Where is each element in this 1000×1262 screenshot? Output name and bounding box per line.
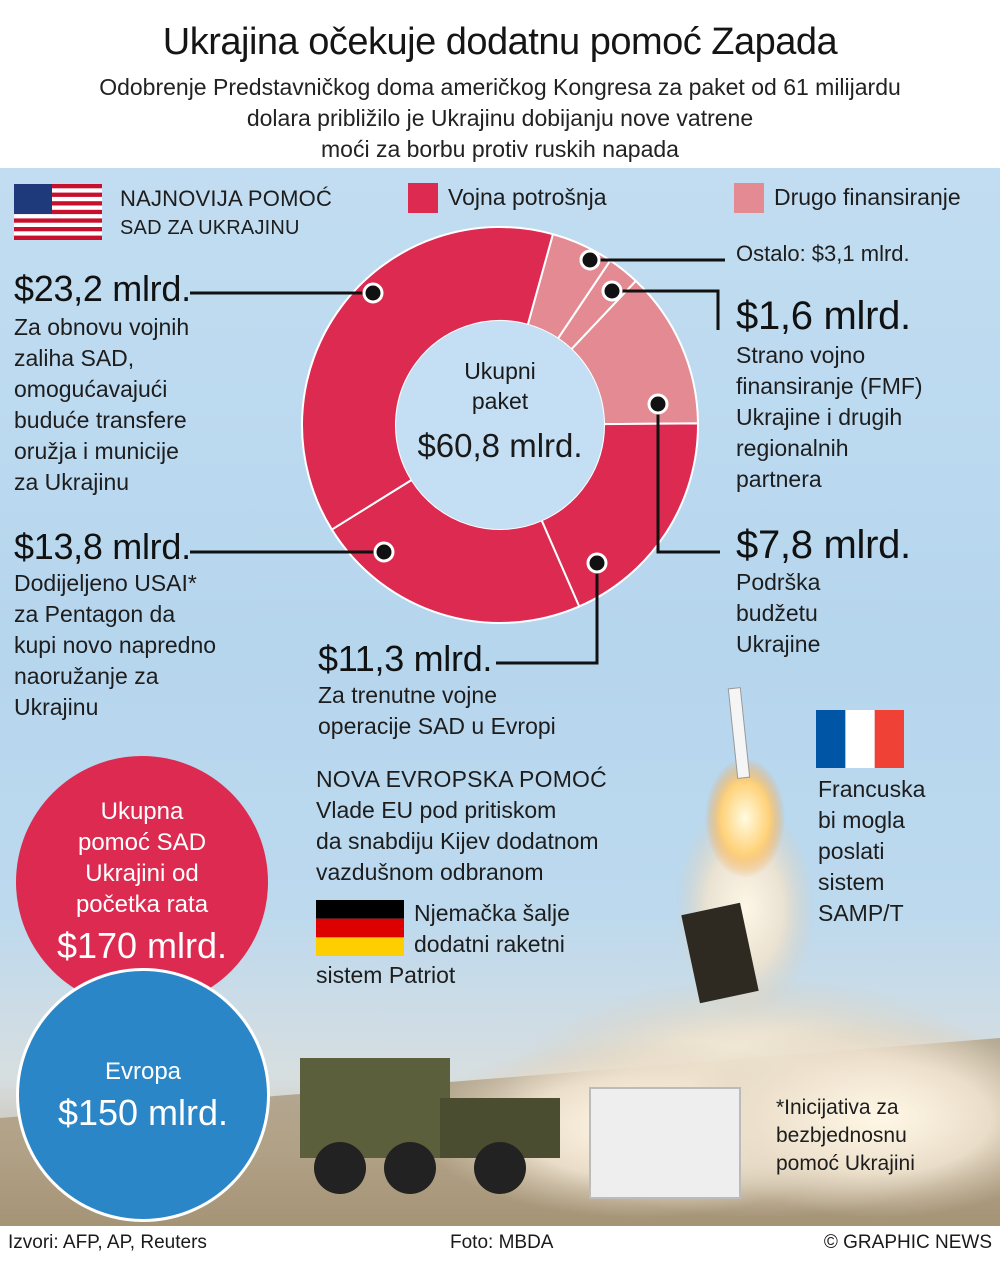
desc-line: finansiranje (FMF): [736, 373, 923, 399]
leader-dot: [586, 552, 608, 574]
europe-total-label: Evropa: [104, 1057, 182, 1085]
copyright: © GRAPHIC NEWS: [823, 1232, 992, 1253]
leader-line: [496, 563, 599, 665]
desc-line: naoružanje za: [14, 663, 159, 689]
legend-heading: NAJNOVIJA POMOĆ: [120, 186, 333, 211]
france-text: Francuska bi mogla poslati sistem SAMP/T: [818, 774, 925, 929]
legend-subheading: SAD ZA UKRAJINU: [120, 217, 300, 239]
leader-dot: [601, 280, 623, 302]
donut-center-line: Ukupni: [464, 358, 536, 384]
desc-line: zaliha SAD,: [14, 345, 135, 371]
page-subtitle: Odobrenje Predstavničkog doma američkog …: [0, 72, 1000, 165]
slice-value-label: $13,8 mlrd.: [14, 526, 191, 567]
desc-line: Ukrajine: [736, 631, 821, 657]
us-total-line: početka rata: [75, 891, 209, 918]
leader-dot: [362, 282, 384, 304]
page-title: Ukrajina očekuje dodatnu pomoć Zapada: [162, 21, 838, 63]
photo-credit: Foto: MBDA: [450, 1232, 554, 1253]
slice-description: Za obnovu vojnih zaliha SAD, omogućavaju…: [14, 312, 189, 498]
donut-center: Ukupni paket $60,8 mlrd.: [402, 356, 598, 468]
europe-aid-heading: NOVA EVROPSKA POMOĆ: [316, 766, 607, 792]
leader-dot: [579, 249, 601, 271]
us-total-circle: Ukupna pomoć SAD Ukrajini od početka rat…: [16, 756, 268, 1008]
desc-line: budžetu: [736, 600, 818, 626]
legend-swatch-other: [734, 183, 764, 213]
desc-line: za Ukrajinu: [14, 469, 130, 495]
sources-credit: Izvori: AFP, AP, Reuters: [8, 1232, 207, 1253]
europe-aid-block: NOVA EVROPSKA POMOĆ Vlade EU pod pritisk…: [316, 764, 607, 888]
leader-line: [612, 289, 720, 330]
donut-hole: [396, 321, 604, 529]
donut-center-value: $60,8 mlrd.: [417, 427, 583, 464]
desc-line: za Pentagon da: [14, 601, 176, 627]
desc-line: Podrška: [736, 569, 821, 595]
france-line: poslati: [818, 838, 885, 864]
footnote-line: pomoć Ukrajini: [776, 1152, 915, 1175]
germany-line: dodatni raketni: [414, 931, 565, 957]
slice-value-label: $23,2 mlrd.: [14, 268, 191, 309]
legend-label-military: Vojna potrošnja: [448, 184, 607, 210]
us-total-line: Ukrajini od: [85, 860, 199, 887]
desc-line: Strano vojno: [736, 342, 866, 368]
us-total-line: pomoć SAD: [77, 829, 207, 856]
germany-line: Njemačka šalje: [414, 900, 570, 926]
footnote: *Inicijativa za bezbjednosnu pomoć Ukraj…: [776, 1094, 915, 1178]
desc-line: kupi novo napredno: [14, 632, 217, 658]
europe-aid-line: Vlade EU pod pritiskom: [316, 797, 557, 823]
germany-text: Njemačka šalje dodatni raketni: [414, 898, 570, 960]
desc-line: omogućavajući: [14, 376, 168, 402]
europe-aid-line: da snabdiju Kijev dodatnom: [316, 828, 599, 854]
footer: Izvori: AFP, AP, Reuters Foto: MBDA © GR…: [0, 1226, 1000, 1262]
slice-description: Podrška budžetu Ukrajine: [736, 567, 820, 660]
france-line: SAMP/T: [818, 900, 904, 926]
legend-label-other: Drugo finansiranje: [774, 184, 961, 210]
germany-flag-icon: [316, 900, 404, 956]
footnote-line: bezbjednosnu: [776, 1124, 907, 1147]
france-line: Francuska: [818, 776, 926, 802]
footnote-line: *Inicijativa za: [776, 1096, 899, 1119]
desc-line: Ukrajinu: [14, 694, 99, 720]
europe-total-circle: Evropa $150 mlrd.: [16, 968, 270, 1222]
slice-description: Za trenutne vojne operacije SAD u Evropi: [318, 680, 556, 742]
leader-dot: [647, 393, 669, 415]
leader-line: [656, 404, 720, 554]
europe-aid-line: vazdušnom odbranom: [316, 859, 544, 885]
launch-scene: [0, 687, 1000, 1226]
subtitle-line: dolara približilo je Ukrajinu dobijanju …: [246, 105, 754, 131]
subtitle-line: Odobrenje Predstavničkog doma američkog …: [99, 74, 901, 100]
leader-dot: [373, 541, 395, 563]
donut-center-line: paket: [471, 388, 529, 414]
legend-swatch-military: [408, 183, 438, 213]
slice-value-label: Ostalo: $3,1 mlrd.: [736, 241, 910, 266]
france-line: sistem: [818, 869, 885, 895]
desc-line: Za obnovu vojnih: [14, 314, 190, 340]
slice-description: Strano vojno finansiranje (FMF) Ukrajine…: [736, 340, 923, 495]
desc-line: operacije SAD u Evropi: [318, 713, 556, 739]
slice-value-label: $1,6 mlrd.: [736, 294, 911, 338]
us-flag-icon: [14, 184, 102, 240]
desc-line: Ukrajine i drugih: [736, 404, 903, 430]
desc-line: oružja i municije: [14, 438, 179, 464]
header: Ukrajina očekuje dodatnu pomoć Zapada Od…: [0, 0, 1000, 168]
subtitle-line: moći za borbu protiv ruskih napada: [321, 136, 679, 162]
desc-line: Za trenutne vojne: [318, 682, 498, 708]
us-total-value: $170 mlrd.: [56, 925, 228, 966]
us-total-line: Ukupna: [100, 798, 184, 825]
desc-line: partnera: [736, 466, 822, 492]
desc-line: buduće transfere: [14, 407, 187, 433]
desc-line: regionalnih: [736, 435, 849, 461]
germany-line: sistem Patriot: [316, 962, 456, 988]
france-line: bi mogla: [818, 807, 905, 833]
europe-total-value: $150 mlrd.: [57, 1091, 229, 1133]
slice-value-label: $7,8 mlrd.: [736, 523, 911, 567]
france-flag-icon: [816, 710, 904, 768]
slice-description: Dodijeljeno USAI* za Pentagon da kupi no…: [14, 568, 216, 723]
desc-line: Dodijeljeno USAI*: [14, 570, 197, 596]
slice-value-label: $11,3 mlrd.: [318, 638, 493, 679]
